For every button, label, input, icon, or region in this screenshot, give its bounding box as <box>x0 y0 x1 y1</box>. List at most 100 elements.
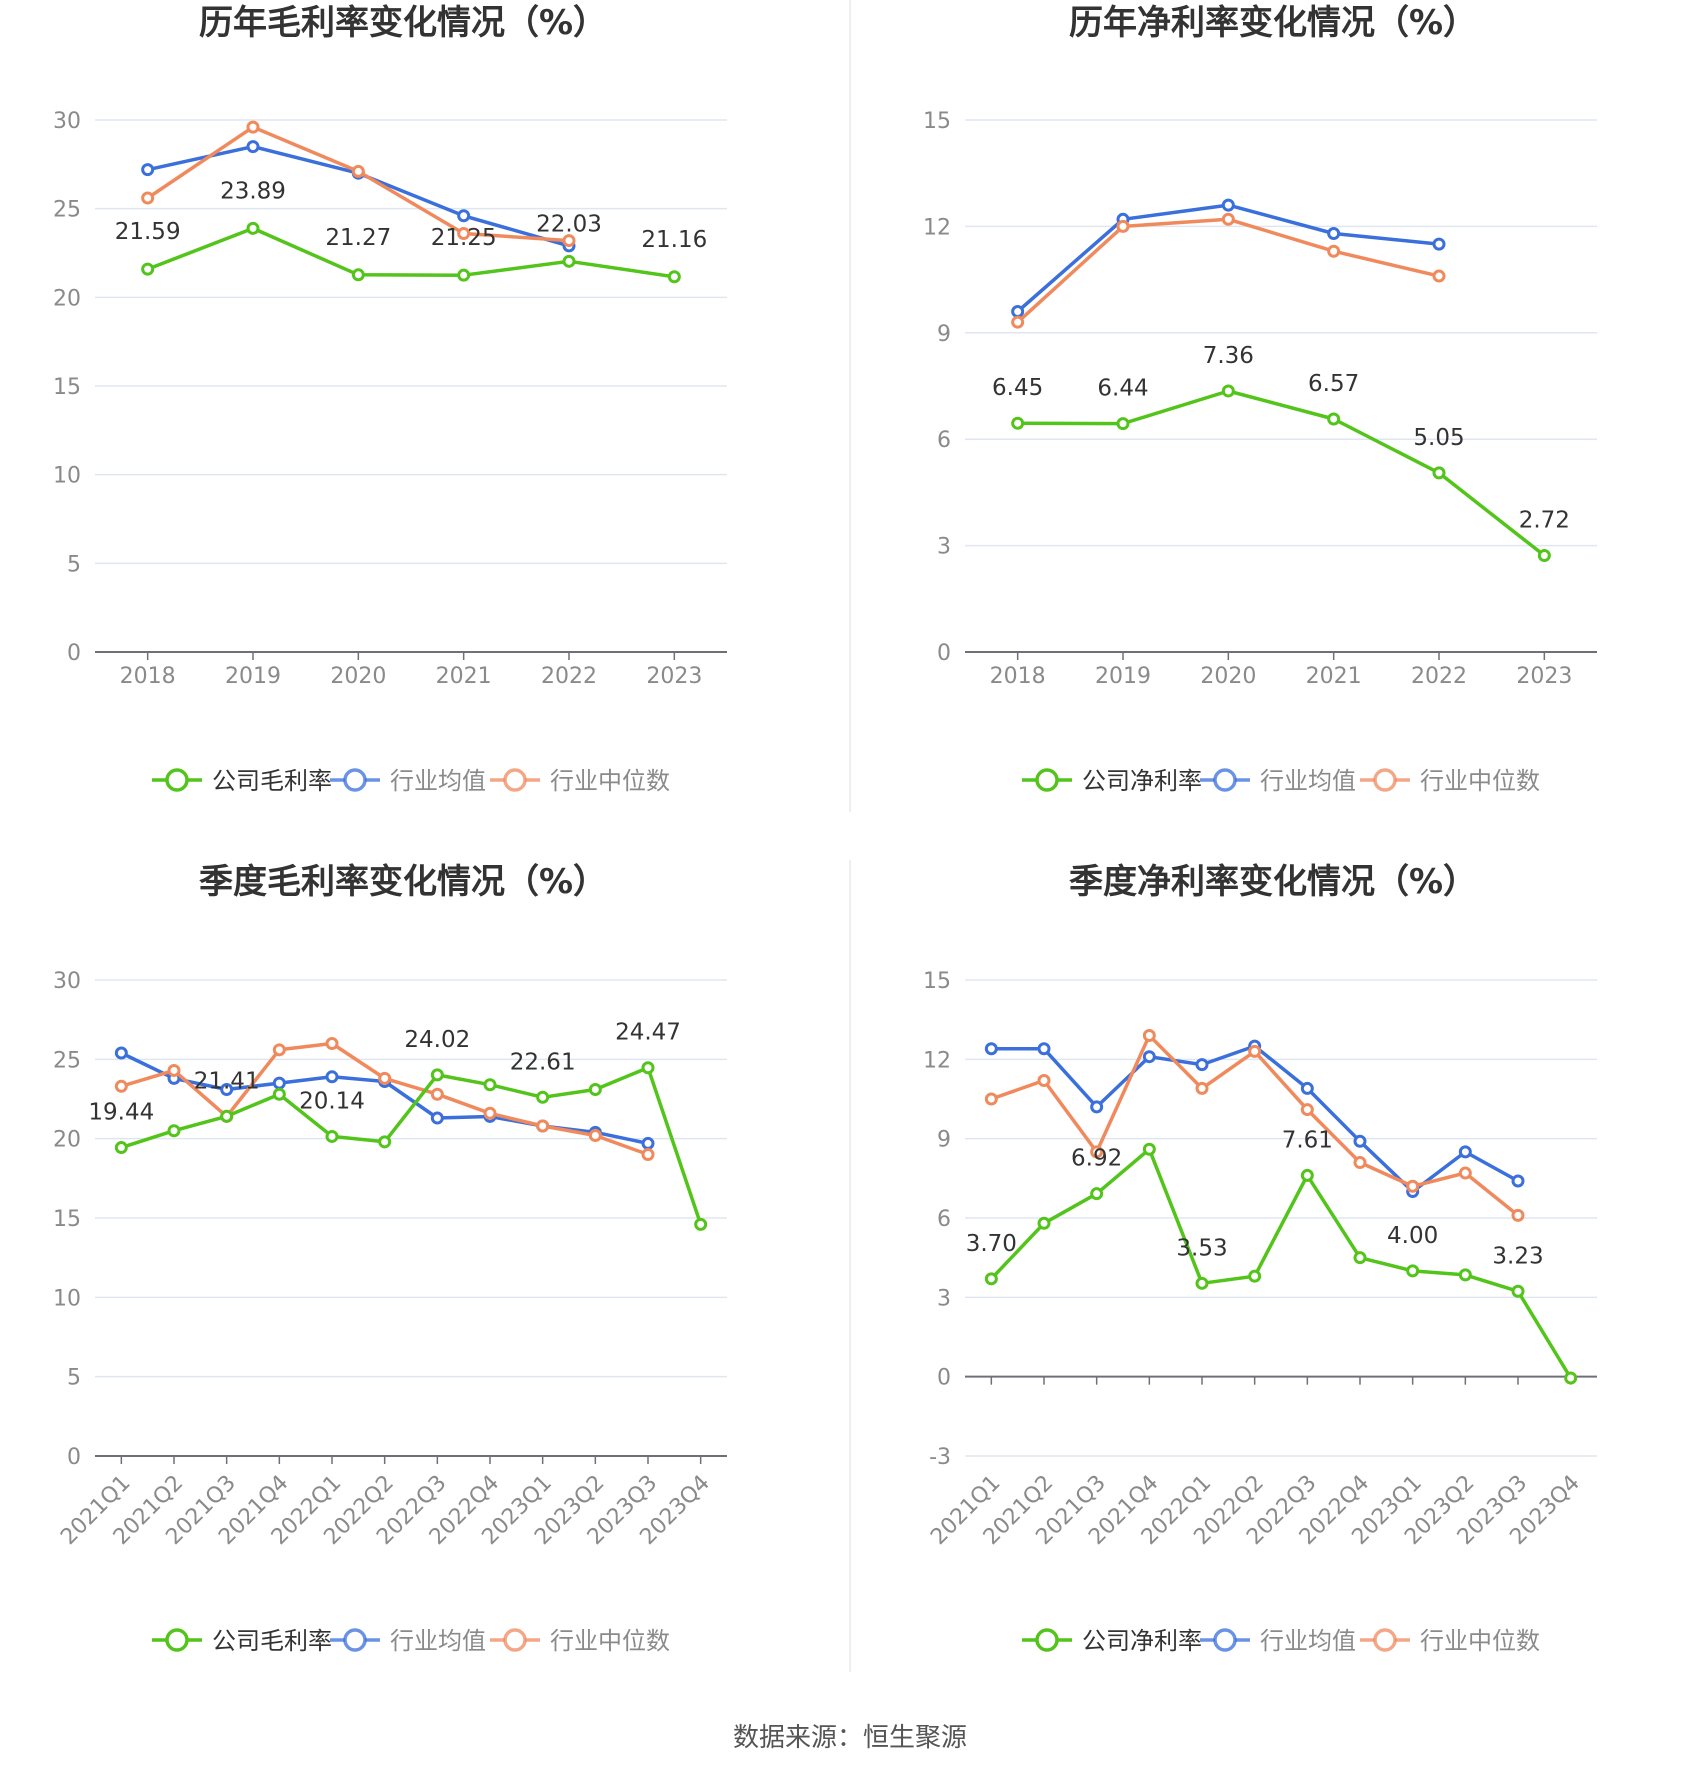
data-point-median <box>272 1043 286 1057</box>
data-point-company <box>430 1068 444 1082</box>
data-point-company <box>694 1217 708 1231</box>
legend-item-company: 公司毛利率 <box>152 767 332 795</box>
y-tick-label: 9 <box>937 322 951 347</box>
data-label: 6.45 <box>992 375 1043 401</box>
x-tick-label: 2018 <box>990 664 1046 689</box>
legend-label: 行业中位数 <box>550 1627 670 1655</box>
y-tick-label: 20 <box>53 1128 81 1153</box>
data-label: 4.00 <box>1387 1223 1438 1249</box>
data-point-avg <box>325 1070 339 1084</box>
legend-marker <box>503 1628 527 1652</box>
data-label: 6.57 <box>1308 371 1359 397</box>
data-point-avg <box>984 1042 998 1056</box>
legend-label: 行业均值 <box>390 1627 486 1655</box>
legend-label: 行业均值 <box>1260 1627 1356 1655</box>
data-point-median <box>430 1087 444 1101</box>
y-tick-label: 6 <box>937 1207 951 1232</box>
data-point-median <box>1300 1103 1314 1117</box>
data-point-median <box>984 1092 998 1106</box>
data-point-median <box>351 164 365 178</box>
data-point-median <box>1248 1044 1262 1058</box>
data-point-company <box>1564 1371 1578 1385</box>
x-tick-label: 2023 <box>646 664 702 689</box>
data-point-company <box>1406 1264 1420 1278</box>
data-point-company <box>1458 1268 1472 1282</box>
y-tick-label: 10 <box>53 1286 81 1311</box>
data-point-median <box>1327 244 1341 258</box>
data-point-median <box>1090 1145 1104 1159</box>
y-tick-label: 12 <box>923 1048 951 1073</box>
y-tick-label: 9 <box>937 1128 951 1153</box>
data-point-company <box>1221 384 1235 398</box>
data-point-avg <box>1037 1042 1051 1056</box>
data-label: 5.05 <box>1413 425 1464 451</box>
data-point-company <box>1432 466 1446 480</box>
legend-label: 行业中位数 <box>1420 1627 1540 1655</box>
y-tick-label: 25 <box>53 1048 81 1073</box>
data-label: 24.47 <box>615 1020 681 1046</box>
data-point-company <box>220 1109 234 1123</box>
data-point-avg <box>641 1136 655 1150</box>
data-label: 19.44 <box>88 1100 154 1126</box>
legend-item-avg: 行业均值 <box>330 1627 486 1655</box>
legend-marker <box>1035 1628 1059 1652</box>
data-point-avg <box>1300 1081 1314 1095</box>
y-tick-label: 6 <box>937 428 951 453</box>
data-label: 21.59 <box>115 219 181 245</box>
legend-marker <box>165 768 189 792</box>
data-point-avg <box>1511 1174 1525 1188</box>
data-point-company <box>1142 1142 1156 1156</box>
data-point-avg <box>430 1111 444 1125</box>
data-label: 21.16 <box>641 227 707 253</box>
data-point-median <box>1221 212 1235 226</box>
y-tick-label: 30 <box>53 969 81 994</box>
chart-title: 季度毛利率变化情况（%） <box>199 862 607 902</box>
legend-marker <box>1035 768 1059 792</box>
data-point-avg <box>1195 1058 1209 1072</box>
legend-label: 公司毛利率 <box>212 767 332 795</box>
data-point-median <box>167 1063 181 1077</box>
x-tick-label: 2019 <box>225 664 281 689</box>
chart-title: 历年毛利率变化情况（%） <box>199 3 607 43</box>
legend: 公司净利率 行业均值 行业中位数 <box>1022 767 1540 795</box>
data-point-company <box>1537 549 1551 563</box>
y-tick-label: 0 <box>937 641 951 666</box>
legend-label: 行业中位数 <box>550 767 670 795</box>
data-point-avg <box>1327 226 1341 240</box>
data-point-company <box>588 1082 602 1096</box>
legend-label: 公司毛利率 <box>212 1627 332 1655</box>
data-point-avg <box>1142 1050 1156 1064</box>
data-point-company <box>378 1135 392 1149</box>
legend: 公司净利率 行业均值 行业中位数 <box>1022 1627 1540 1655</box>
x-tick-label: 2022 <box>541 664 597 689</box>
series-line-company <box>147 226 675 279</box>
series-line-median <box>1016 217 1440 324</box>
y-tick-label: 20 <box>53 286 81 311</box>
data-point-company <box>1327 412 1341 426</box>
data-point-median <box>114 1079 128 1093</box>
legend-item-median: 行业中位数 <box>490 767 670 795</box>
legend-marker <box>1373 1628 1397 1652</box>
data-label: 6.92 <box>1071 1146 1122 1172</box>
chart-panel-3: 季度毛利率变化情况（%）0510152025302021Q12021Q22021… <box>53 862 727 1655</box>
data-label: 3.23 <box>1492 1243 1543 1269</box>
data-point-company <box>141 262 155 276</box>
x-tick-label: 2018 <box>120 664 176 689</box>
y-tick-label: 15 <box>53 1207 81 1232</box>
data-label: 2.72 <box>1519 508 1570 534</box>
y-tick-label: -3 <box>929 1445 951 1470</box>
legend-item-avg: 行业均值 <box>1200 767 1356 795</box>
data-point-median <box>641 1148 655 1162</box>
data-point-median <box>141 191 155 205</box>
data-point-company <box>536 1090 550 1104</box>
data-point-company <box>1353 1251 1367 1265</box>
series-line-median <box>990 1033 1520 1217</box>
data-label: 7.61 <box>1282 1127 1333 1153</box>
data-point-company <box>325 1129 339 1143</box>
legend-marker <box>503 768 527 792</box>
data-point-median <box>562 234 576 248</box>
data-point-company <box>641 1061 655 1075</box>
data-point-avg <box>1458 1145 1472 1159</box>
